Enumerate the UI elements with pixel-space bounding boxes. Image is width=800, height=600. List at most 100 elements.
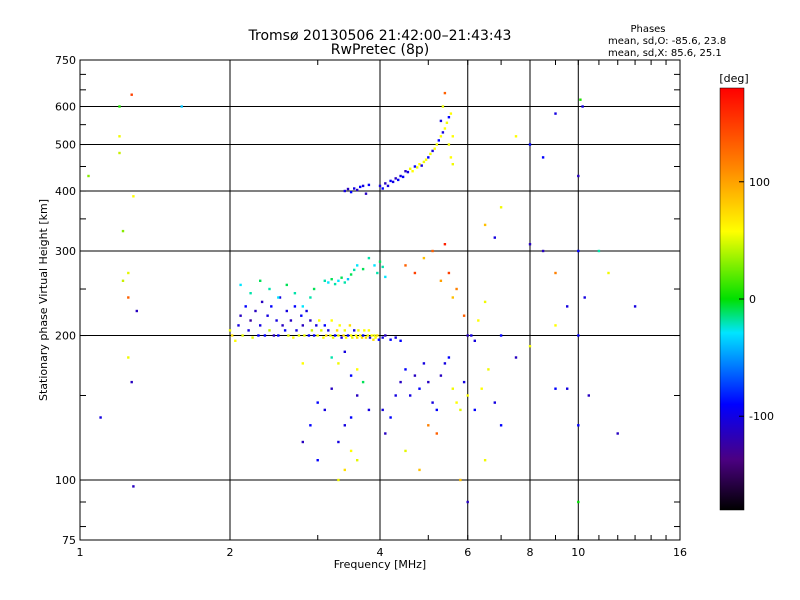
data-point <box>397 178 400 182</box>
data-point <box>367 408 371 412</box>
data-point <box>399 174 402 178</box>
y-tick-label: 200 <box>55 330 76 343</box>
data-point <box>404 170 407 173</box>
data-point <box>447 116 451 119</box>
data-point <box>272 334 276 337</box>
data-point <box>439 374 443 377</box>
data-point <box>406 170 410 174</box>
data-point <box>260 300 264 304</box>
data-point <box>391 180 395 184</box>
data-point <box>361 334 365 337</box>
data-point <box>499 334 503 337</box>
data-point <box>541 249 545 253</box>
data-point <box>424 158 428 161</box>
x-tick-label: 6 <box>464 546 471 559</box>
data-point <box>283 329 287 332</box>
data-point <box>381 408 384 412</box>
data-point <box>344 336 348 339</box>
data-point <box>373 334 376 337</box>
grid-lines <box>80 60 680 540</box>
data-point <box>633 305 637 308</box>
data-point <box>449 156 453 159</box>
data-point <box>462 314 466 317</box>
data-point <box>337 362 340 365</box>
data-point <box>401 175 405 179</box>
data-point <box>431 401 434 404</box>
data-point <box>413 374 417 377</box>
data-point <box>330 278 333 281</box>
data-point <box>231 334 234 337</box>
data-point <box>343 350 346 353</box>
data-point <box>587 394 590 397</box>
data-point <box>409 167 412 170</box>
data-point <box>378 260 382 263</box>
data-point <box>422 362 426 365</box>
data-point <box>441 131 445 134</box>
data-point <box>439 135 443 138</box>
data-point <box>361 267 365 271</box>
data-point <box>309 424 312 427</box>
data-point <box>597 249 601 253</box>
data-point <box>437 139 440 142</box>
phases-o-line: mean, sd,O: -85.6, 23.8 <box>608 36 726 47</box>
y-tick-label: 500 <box>55 139 76 152</box>
data-point <box>384 432 387 435</box>
y-tick-label: 300 <box>55 245 76 258</box>
data-point <box>360 336 364 339</box>
data-point <box>121 279 125 282</box>
data-point <box>367 329 371 332</box>
data-point <box>270 305 273 308</box>
data-point <box>278 296 282 299</box>
data-point <box>132 485 135 488</box>
data-point <box>577 174 580 178</box>
colorbar-label: [deg] <box>719 72 748 85</box>
data-point <box>241 334 244 337</box>
data-point <box>422 256 426 260</box>
data-point <box>268 329 271 332</box>
data-point <box>447 356 451 359</box>
data-point <box>307 334 311 337</box>
data-point <box>422 160 426 164</box>
data-point <box>364 192 368 195</box>
data-point <box>132 195 135 198</box>
data-point <box>483 459 487 462</box>
data-point <box>305 309 308 313</box>
data-point <box>343 189 346 193</box>
data-point <box>416 166 419 169</box>
data-point <box>312 287 316 291</box>
data-point <box>309 296 312 299</box>
data-point <box>277 334 280 337</box>
data-point <box>277 296 280 299</box>
data-point <box>447 143 451 146</box>
data-point <box>356 336 359 339</box>
data-point <box>389 416 392 419</box>
data-point <box>384 334 387 337</box>
data-point <box>337 440 340 444</box>
data-point <box>303 334 306 337</box>
data-point <box>376 334 379 337</box>
data-point <box>249 319 252 322</box>
data-point <box>263 334 267 337</box>
data-point <box>445 121 449 124</box>
data-point <box>435 408 438 412</box>
data-point <box>381 336 384 339</box>
data-point <box>374 336 377 339</box>
data-point <box>413 165 417 168</box>
data-point <box>483 300 487 304</box>
data-point <box>433 147 436 150</box>
data-point <box>343 468 346 472</box>
data-point <box>372 338 375 341</box>
data-point <box>364 336 368 339</box>
data-point <box>338 324 341 327</box>
data-point <box>342 334 345 337</box>
data-point <box>577 424 580 427</box>
data-point <box>333 282 337 286</box>
data-point <box>259 279 262 282</box>
data-point <box>386 184 390 188</box>
data-point <box>363 329 366 332</box>
data-point <box>439 119 443 123</box>
data-point <box>579 98 582 101</box>
data-point <box>427 424 430 427</box>
data-point <box>443 127 447 130</box>
data-point <box>409 394 412 397</box>
